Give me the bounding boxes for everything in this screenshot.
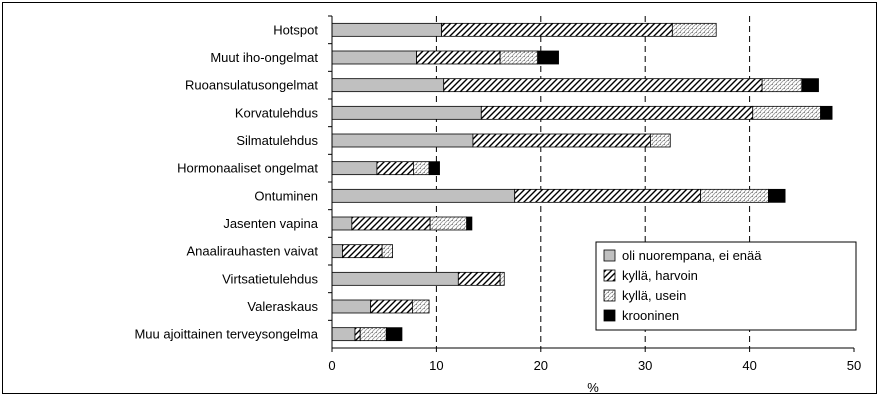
bar-segment: [801, 78, 819, 93]
legend-label: kyllä, harvoin: [622, 268, 698, 283]
bar-segment: [671, 22, 717, 37]
bar-segment: [472, 133, 651, 148]
x-tick-label: 20: [534, 358, 548, 373]
bar-segment: [331, 327, 356, 342]
category-label: Ruoansulatusongelmat: [185, 78, 318, 93]
category-label: Valeraskaus: [247, 299, 318, 314]
bar-segment: [441, 22, 673, 37]
bar-segment: [650, 133, 671, 148]
bar-segment: [342, 244, 383, 259]
category-label: Muut iho-ongelmat: [210, 50, 318, 65]
legend-label: oli nuorempana, ei enää: [622, 248, 762, 263]
bar-segment: [370, 299, 413, 314]
category-label: Ontuminen: [254, 188, 318, 203]
x-axis: 0 10 20 30 40 50: [328, 16, 861, 373]
bar-segment: [480, 105, 754, 120]
x-tick-label: 0: [328, 358, 335, 373]
bar-segment: [429, 216, 468, 231]
bar-segment: [820, 105, 833, 120]
bar-segment: [331, 188, 516, 203]
bar-segment: [331, 299, 372, 314]
bar-segment: [359, 327, 387, 342]
x-tick-label: 10: [429, 358, 443, 373]
category-labels: Hotspot Muut iho-ongelmat Ruoansulatusonge…: [134, 15, 332, 342]
bar-segment: [331, 78, 445, 93]
bar-segment: [457, 271, 501, 286]
bar-segment: [761, 78, 803, 93]
category-label: Muu ajoittainen terveysongelma: [134, 327, 318, 342]
category-label: Hormonaaliset ongelmat: [177, 161, 318, 176]
bar-segment: [331, 133, 474, 148]
bar-segment: [443, 78, 763, 93]
legend-swatch: [603, 309, 616, 322]
category-label: Silmatulehdus: [236, 133, 318, 148]
bar-segment: [499, 50, 539, 65]
x-axis-title: %: [587, 380, 599, 395]
bar-segment: [331, 216, 353, 231]
category-label: Anaalirauhasten vaivat: [186, 244, 318, 259]
category-label: Jasenten vapina: [223, 216, 318, 231]
bar-segment: [354, 327, 361, 342]
bar-segment: [351, 216, 431, 231]
category-label: Korvatulehdus: [235, 105, 319, 120]
bar-segment: [381, 244, 393, 259]
legend-swatch: [603, 289, 616, 302]
legend-label: krooninen: [622, 308, 679, 323]
legend-label: kyllä, usein: [622, 288, 686, 303]
bar-segment: [767, 188, 786, 203]
bar-segment: [700, 188, 769, 203]
bar-segment: [499, 271, 505, 286]
bars: [331, 22, 833, 342]
bar-segment: [385, 327, 403, 342]
x-tick-label: 50: [847, 358, 861, 373]
bar-segment: [514, 188, 701, 203]
bar-segment: [752, 105, 821, 120]
category-label: Hotspot: [273, 22, 318, 37]
bar-segment: [331, 161, 378, 176]
bar-segment: [331, 22, 443, 37]
category-label: Virtsatietulehdus: [222, 271, 318, 286]
bar-segment: [428, 161, 440, 176]
bar-segment: [331, 244, 343, 259]
legend-box: [595, 241, 857, 331]
bar-segment: [466, 216, 473, 231]
gridlines: [435, 16, 751, 348]
legend: oli nuorempana, ei enää kyllä, harvoin kyl…: [595, 241, 857, 331]
bar-segment: [416, 50, 501, 65]
bar-segment: [331, 271, 459, 286]
legend-swatch: [603, 269, 616, 282]
bar-segment: [376, 161, 414, 176]
bar-segment: [411, 299, 430, 314]
legend-swatch: [603, 249, 616, 262]
x-tick-label: 30: [638, 358, 652, 373]
bar-segment: [537, 50, 559, 65]
x-tick-label: 40: [742, 358, 756, 373]
bar-segment: [331, 50, 417, 65]
bar-segment: [413, 161, 430, 176]
bar-segment: [331, 105, 482, 120]
